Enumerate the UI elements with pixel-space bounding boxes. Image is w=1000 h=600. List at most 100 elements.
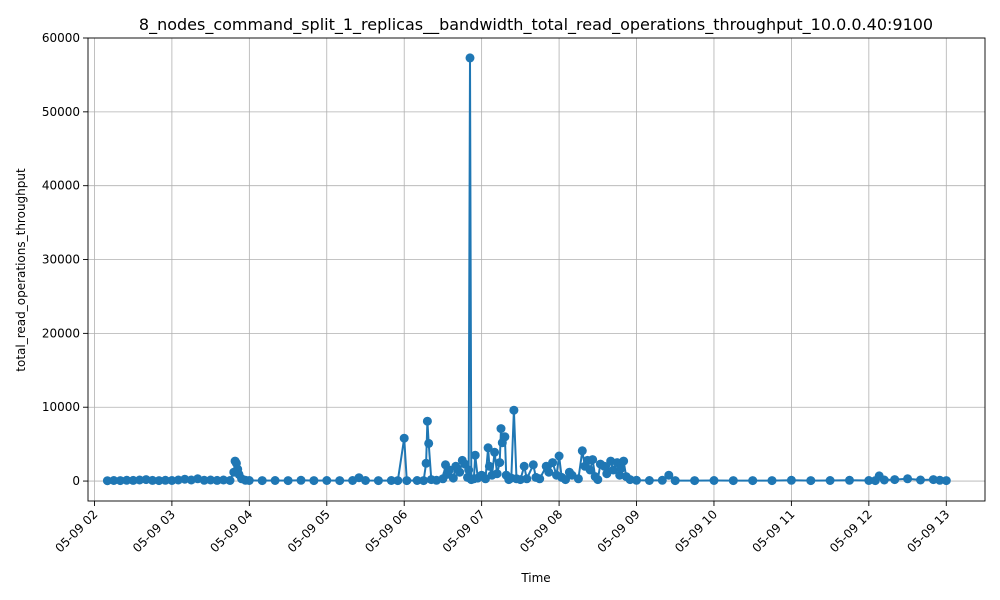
data-point xyxy=(464,465,474,475)
data-point xyxy=(599,461,609,471)
data-point xyxy=(916,475,925,485)
data-point xyxy=(903,474,913,484)
data-point xyxy=(296,475,306,485)
data-point xyxy=(361,476,370,485)
data-point xyxy=(767,476,777,486)
data-point xyxy=(148,475,157,485)
data-point xyxy=(935,475,945,485)
data-point xyxy=(483,443,493,453)
data-point xyxy=(283,476,293,486)
data-point xyxy=(244,476,254,485)
data-point xyxy=(577,446,587,456)
data-point xyxy=(199,475,209,485)
data-point xyxy=(657,475,667,485)
data-point xyxy=(167,476,177,485)
data-point xyxy=(402,476,412,486)
data-point xyxy=(109,476,119,485)
data-point xyxy=(528,460,538,470)
data-point xyxy=(709,476,719,485)
y-axis-label: total_read_operations_throughput xyxy=(14,168,28,372)
data-point xyxy=(535,474,545,484)
data-point xyxy=(490,447,500,457)
data-point xyxy=(554,451,564,461)
y-tick-label: 20000 xyxy=(42,326,80,340)
data-point xyxy=(825,476,835,485)
data-point xyxy=(386,476,396,485)
data-point xyxy=(115,476,125,486)
data-point xyxy=(421,458,431,468)
data-point xyxy=(484,461,494,471)
data-point xyxy=(412,476,422,485)
data-point xyxy=(845,475,854,485)
y-tick-label: 30000 xyxy=(42,253,80,267)
data-point xyxy=(728,476,738,486)
y-tick-label: 40000 xyxy=(42,179,80,193)
data-point xyxy=(573,474,583,484)
data-point xyxy=(455,467,465,477)
data-point xyxy=(632,475,641,485)
data-point xyxy=(465,53,475,63)
data-point xyxy=(393,476,403,486)
data-point xyxy=(941,476,951,486)
data-point xyxy=(470,450,480,460)
data-point xyxy=(786,475,796,485)
data-point xyxy=(748,476,758,486)
data-point xyxy=(585,465,595,475)
data-point xyxy=(593,475,603,485)
data-point xyxy=(544,467,554,477)
data-point xyxy=(122,475,132,485)
data-point xyxy=(448,473,458,483)
data-point xyxy=(670,476,680,486)
series-layer xyxy=(102,53,951,486)
data-point xyxy=(806,476,816,486)
data-point xyxy=(492,469,502,479)
data-point xyxy=(128,475,138,485)
data-point xyxy=(219,475,228,485)
data-point xyxy=(206,475,216,485)
y-tick-label: 10000 xyxy=(42,400,80,414)
plot-frame xyxy=(87,37,986,502)
data-point xyxy=(399,433,409,443)
data-point xyxy=(561,475,570,485)
data-point xyxy=(160,475,170,485)
chart-title: 8_nodes_command_split_1_replicas__bandwi… xyxy=(139,15,933,35)
y-axis: 0 10000 20000 30000 40000 50000 60000 xyxy=(42,31,88,488)
y-tick-label: 60000 xyxy=(42,31,80,45)
data-point xyxy=(135,475,145,485)
y-tick-label: 0 xyxy=(72,474,80,488)
x-axis-label: Time xyxy=(520,571,550,585)
data-point xyxy=(257,476,267,486)
data-point xyxy=(644,476,654,485)
data-point xyxy=(422,416,432,426)
data-point xyxy=(548,458,558,468)
data-point xyxy=(864,476,874,485)
data-point xyxy=(619,456,629,466)
data-point xyxy=(270,476,280,485)
data-point xyxy=(373,476,383,486)
data-point xyxy=(102,476,112,486)
data-point xyxy=(509,405,519,415)
data-point xyxy=(212,475,222,485)
data-point xyxy=(522,474,532,484)
data-point xyxy=(419,476,429,486)
data-point xyxy=(495,458,505,468)
data-point xyxy=(322,476,332,485)
data-point xyxy=(335,476,345,486)
data-point xyxy=(890,475,900,485)
data-point xyxy=(496,424,506,434)
data-point xyxy=(309,476,319,486)
data-point xyxy=(664,470,674,480)
data-point xyxy=(225,476,235,485)
data-point xyxy=(500,432,510,442)
data-point xyxy=(879,475,889,485)
y-tick-label: 50000 xyxy=(42,105,80,119)
data-point xyxy=(154,476,164,486)
data-point xyxy=(608,465,618,475)
data-point xyxy=(616,464,626,473)
data-point xyxy=(588,455,598,465)
data-point xyxy=(690,476,700,486)
data-point xyxy=(519,461,529,471)
data-point xyxy=(424,438,434,448)
